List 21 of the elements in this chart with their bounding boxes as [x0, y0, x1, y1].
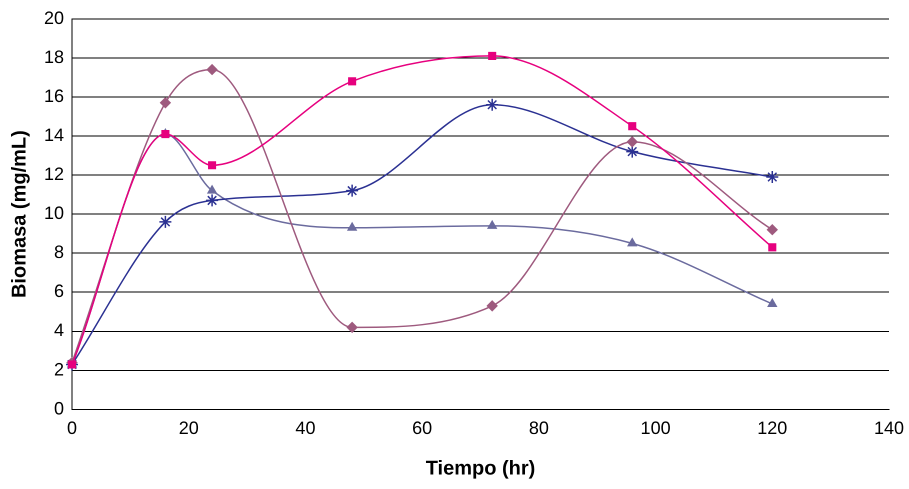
y-axis-title: Biomasa (mg/mL)	[8, 130, 31, 298]
y-tick-label: 6	[54, 281, 64, 302]
y-tick-label: 2	[54, 359, 64, 380]
y-tick-label: 20	[44, 8, 64, 28]
y-tick-label: 14	[44, 124, 64, 145]
x-tick-label: 140	[874, 418, 904, 438]
x-tick-label: 40	[295, 418, 316, 438]
x-tick-label: 120	[757, 418, 788, 438]
y-tick-label: 12	[44, 164, 64, 184]
x-tick-label: 0	[67, 418, 78, 438]
y-tick-label: 18	[44, 46, 64, 67]
x-axis-title: Tiempo (hr)	[426, 458, 536, 480]
y-tick-label: 10	[44, 203, 64, 224]
x-tick-label: 80	[528, 418, 549, 438]
y-tick-label: 4	[54, 320, 64, 340]
y-tick-label: 0	[54, 398, 64, 418]
y-tick-label: 16	[44, 86, 64, 106]
y-tick-label: 8	[54, 242, 64, 262]
x-tick-label: 20	[178, 418, 199, 438]
x-tick-label: 60	[412, 418, 432, 438]
x-tick-label: 100	[640, 418, 671, 438]
